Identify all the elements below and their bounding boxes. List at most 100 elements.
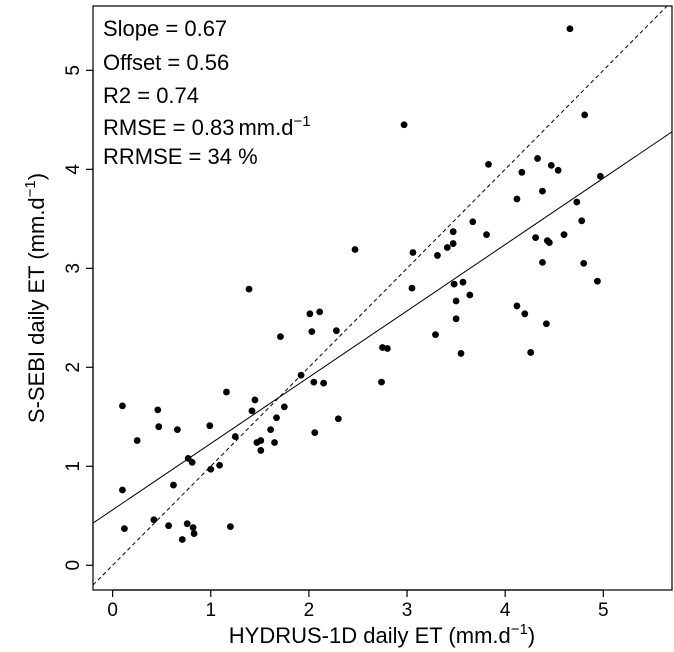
- data-point: [231, 433, 239, 440]
- stat-rmse-value: RMSE = 0.83: [103, 115, 234, 140]
- stat-r2: R2 = 0.74: [103, 83, 199, 108]
- data-point: [457, 350, 465, 357]
- stat-rrmse: RRMSE = 34 %: [103, 144, 258, 169]
- data-point: [596, 172, 604, 180]
- x-axis-title-sup: −1: [511, 621, 528, 638]
- data-point: [133, 437, 141, 444]
- y-axis-title: S-SEBI daily ET (mm.d−1): [22, 173, 49, 423]
- x-tick-label: 0: [107, 600, 118, 621]
- stats-annotation: Slope = 0.67 Offset = 0.56 R2 = 0.74 RMS…: [103, 16, 311, 169]
- data-point: [257, 437, 265, 444]
- data-point: [580, 259, 588, 267]
- data-point: [566, 25, 574, 33]
- data-point: [351, 246, 359, 253]
- data-point: [594, 277, 601, 285]
- data-point: [539, 187, 546, 195]
- data-point: [273, 414, 280, 422]
- x-axis: 0 1 2 3 4 5: [107, 589, 609, 621]
- stat-rmse-sup: −1: [293, 113, 310, 130]
- x-tick-label: 4: [500, 600, 511, 621]
- data-point: [173, 426, 181, 434]
- x-tick-label: 5: [598, 600, 609, 621]
- data-point: [534, 155, 541, 162]
- x-axis-title-tail: ): [528, 623, 535, 648]
- data-point: [251, 396, 259, 404]
- stat-slope: Slope = 0.67: [103, 16, 227, 41]
- data-point: [150, 516, 158, 524]
- data-point: [539, 258, 546, 266]
- data-point: [316, 308, 324, 316]
- data-point: [119, 486, 126, 494]
- data-point: [280, 403, 288, 411]
- data-point: [310, 378, 318, 386]
- data-point: [452, 315, 460, 323]
- data-point: [271, 439, 278, 446]
- stat-rmse-unit: mm.d: [238, 115, 293, 140]
- data-point: [521, 310, 529, 318]
- y-axis: 0 1 2 3 4 5: [63, 65, 94, 571]
- y-axis-title-tail: ): [24, 173, 49, 180]
- data-point: [154, 406, 162, 414]
- data-point: [189, 524, 197, 532]
- data-point: [378, 378, 385, 386]
- data-point: [245, 285, 253, 293]
- data-point: [223, 388, 230, 396]
- x-axis-title-main: HYDRUS-1D daily ET (mm.d: [229, 623, 511, 648]
- data-point: [267, 426, 275, 434]
- data-point: [450, 280, 458, 288]
- data-point: [297, 371, 305, 379]
- data-point: [459, 278, 467, 286]
- data-point: [408, 284, 416, 292]
- data-point: [532, 234, 539, 242]
- data-point: [226, 523, 234, 531]
- data-point: [432, 331, 439, 339]
- data-point: [308, 328, 316, 336]
- data-point: [165, 522, 172, 530]
- x-axis-title: HYDRUS-1D daily ET (mm.d−1): [229, 621, 535, 648]
- data-point: [542, 320, 550, 328]
- data-point: [469, 218, 477, 226]
- data-point: [248, 407, 256, 415]
- y-tick-label: 1: [63, 461, 84, 472]
- data-point: [183, 520, 191, 528]
- y-axis-title-sup: −1: [22, 180, 39, 197]
- data-point: [560, 231, 568, 239]
- y-axis-title-main: S-SEBI daily ET (mm.d: [24, 197, 49, 423]
- data-point: [190, 530, 198, 537]
- data-point: [277, 333, 284, 341]
- data-point: [485, 160, 492, 168]
- data-point: [311, 429, 319, 437]
- data-point: [400, 121, 408, 129]
- data-point: [207, 465, 215, 473]
- data-point: [513, 195, 521, 203]
- y-tick-label: 4: [63, 164, 84, 175]
- data-point: [178, 536, 186, 543]
- data-point: [513, 302, 521, 310]
- y-tick-label: 0: [63, 560, 84, 571]
- data-point: [578, 217, 586, 225]
- data-point: [434, 252, 441, 259]
- data-point: [466, 291, 474, 299]
- data-point: [216, 461, 223, 469]
- data-point: [188, 458, 196, 466]
- data-point: [545, 239, 553, 246]
- data-point: [332, 327, 340, 335]
- data-points: [119, 25, 604, 543]
- regression-line: [93, 131, 672, 524]
- data-point: [518, 168, 526, 176]
- y-tick-label: 5: [63, 65, 84, 76]
- data-point: [554, 166, 562, 174]
- data-point: [257, 447, 265, 454]
- data-point: [155, 423, 163, 431]
- data-point: [384, 345, 391, 352]
- data-point: [119, 402, 126, 410]
- data-point: [581, 111, 589, 119]
- data-point: [121, 525, 128, 533]
- data-point: [320, 379, 328, 387]
- stat-offset: Offset = 0.56: [103, 50, 229, 75]
- data-point: [334, 415, 342, 423]
- data-point: [170, 481, 177, 489]
- data-point: [483, 231, 490, 239]
- data-point: [573, 198, 581, 206]
